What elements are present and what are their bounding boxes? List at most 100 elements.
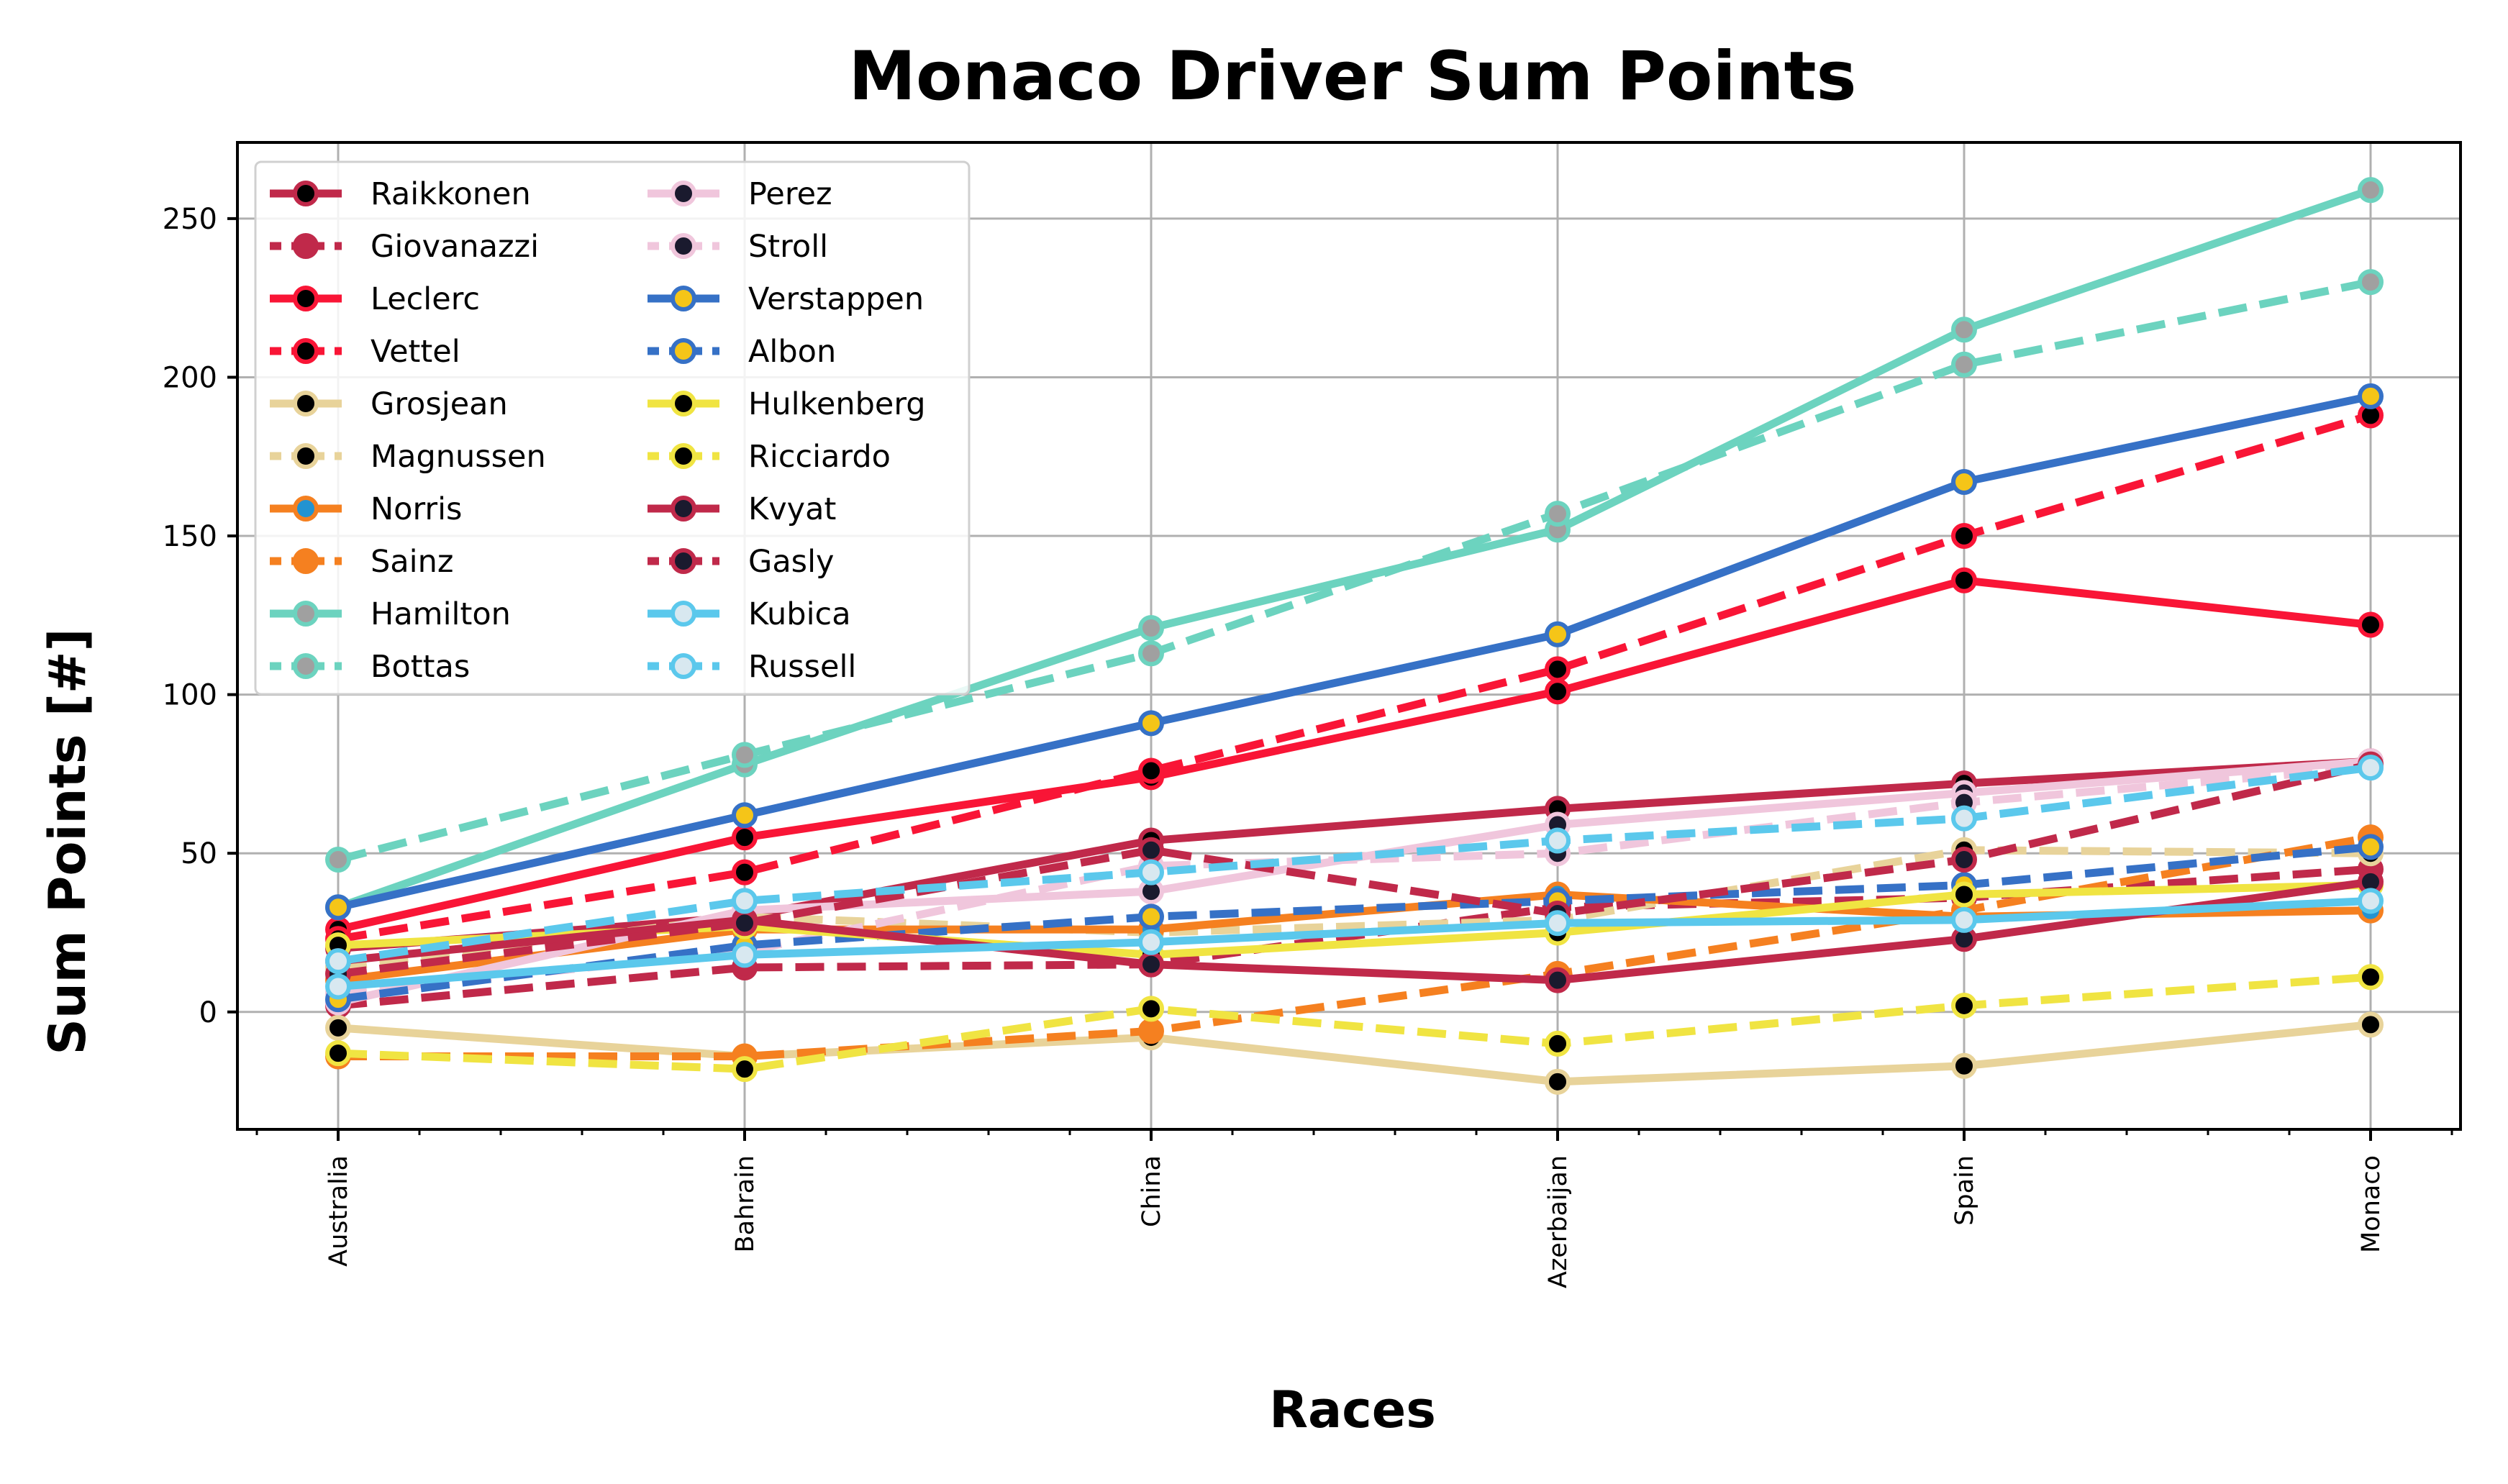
legend-marker	[293, 391, 319, 416]
data-point	[2358, 834, 2384, 860]
series-line	[337, 576, 2371, 934]
legend-marker	[293, 443, 319, 469]
series-ricciardo	[325, 964, 2384, 1083]
legend-label: Vettel	[371, 334, 460, 370]
data-point	[1545, 621, 1571, 647]
legend-label: Grosjean	[371, 386, 508, 422]
legend-entry-stroll: Stroll	[648, 229, 828, 265]
legend-entry-kvyat: Kvyat	[648, 491, 836, 527]
series-lines	[325, 177, 2384, 1095]
data-point	[732, 942, 758, 968]
data-point	[1951, 567, 1977, 593]
series-line	[337, 278, 2372, 864]
plot-frame	[236, 141, 2462, 1131]
legend-marker	[671, 496, 696, 522]
legend-marker	[671, 601, 696, 627]
legend-marker	[293, 601, 319, 627]
data-point	[1545, 656, 1571, 683]
data-point	[2358, 964, 2384, 991]
legend-label: Leclerc	[371, 281, 480, 317]
data-point	[1545, 967, 1571, 993]
legend-entry-perez: Perez	[648, 176, 832, 212]
series-line	[337, 411, 2372, 943]
data-point	[325, 1014, 351, 1041]
legend-entry-vettel: Vettel	[270, 334, 460, 370]
series-line	[337, 973, 2371, 1073]
legend-label: Russell	[748, 649, 856, 685]
legend-marker	[293, 653, 319, 679]
legend-marker	[293, 181, 319, 206]
series-line	[337, 392, 2372, 911]
legend-label: Ricciardo	[748, 439, 891, 475]
legend-label: Gasly	[748, 544, 834, 580]
legend-box	[254, 160, 971, 696]
legend-label: Bottas	[371, 649, 470, 685]
data-point	[1138, 757, 1164, 784]
y-tick-label: 150	[163, 520, 217, 553]
data-point	[1951, 992, 1977, 1019]
legend-marker	[671, 338, 696, 364]
legend-label: Hulkenberg	[748, 386, 926, 422]
data-point	[1545, 827, 1571, 854]
y-tick-label: 250	[163, 203, 217, 236]
data-point	[1138, 903, 1164, 930]
series-line	[337, 760, 2372, 978]
legend-marker	[293, 286, 319, 311]
series-verstappen	[325, 383, 2384, 921]
legend-label: Kubica	[748, 596, 851, 632]
data-point	[325, 847, 351, 873]
x-tick-label: Bahrain	[731, 1155, 760, 1252]
axes: 0 50 100 150 200 250 Australia Bahrain China Azer…	[163, 141, 2462, 1288]
x-tick-label: Azerbaijan	[1544, 1155, 1573, 1288]
legend-marker	[671, 391, 696, 416]
legend-entry-giovanazzi: Giovanazzi	[270, 229, 539, 265]
legend-label: Stroll	[748, 229, 828, 265]
legend-entry-magnussen: Magnussen	[270, 439, 546, 475]
data-point	[1138, 996, 1164, 1022]
legend-marker	[671, 181, 696, 206]
legend-label: Verstappen	[748, 281, 924, 317]
series-line	[337, 896, 2371, 991]
y-tick-label: 0	[199, 996, 217, 1029]
data-point	[2358, 611, 2384, 638]
series-line	[337, 878, 2371, 985]
legend-entry-russell: Russell	[648, 649, 856, 685]
legend-entry-hamilton: Hamilton	[270, 596, 511, 632]
data-point	[1951, 805, 1977, 832]
data-point	[325, 894, 351, 921]
legend-marker	[671, 286, 696, 311]
data-point	[2358, 755, 2384, 781]
legend-entry-sainz: Sainz	[270, 544, 453, 580]
data-point	[1951, 523, 1977, 550]
x-tick-label: China	[1137, 1155, 1166, 1227]
data-point	[732, 859, 758, 886]
series-line	[337, 842, 2371, 1003]
series-kubica	[325, 888, 2384, 1000]
legend-label: Kvyat	[748, 491, 836, 527]
data-point	[325, 1040, 351, 1067]
data-point	[1138, 1018, 1164, 1044]
legend-entry-raikkonen: Raikkonen	[270, 176, 531, 212]
legend-entry-gasly: Gasly	[648, 544, 834, 580]
data-point	[732, 888, 758, 914]
data-point	[1138, 614, 1164, 641]
legend-entry-ricciardo: Ricciardo	[648, 439, 891, 475]
legend: Raikkonen Giovanazzi Leclerc Vettel Grosjean…	[254, 160, 971, 696]
legend-label: Hamilton	[371, 596, 511, 632]
data-point	[1545, 501, 1571, 527]
data-point	[1545, 1030, 1571, 1057]
legend-entry-hulkenberg: Hulkenberg	[648, 386, 926, 422]
data-point	[732, 824, 758, 851]
data-point	[1545, 1068, 1571, 1095]
legend-marker	[671, 653, 696, 679]
data-point	[1951, 906, 1977, 933]
y-axis-label: Sum Points [#]	[38, 629, 97, 1055]
legend-label: Raikkonen	[371, 176, 531, 212]
data-point	[1545, 910, 1571, 937]
data-point	[1138, 710, 1164, 737]
data-point	[732, 910, 758, 937]
y-tick-label: 200	[163, 361, 217, 394]
data-point	[325, 973, 351, 1000]
legend-label: Albon	[748, 334, 836, 370]
x-axis-label: Races	[1269, 1380, 1436, 1439]
